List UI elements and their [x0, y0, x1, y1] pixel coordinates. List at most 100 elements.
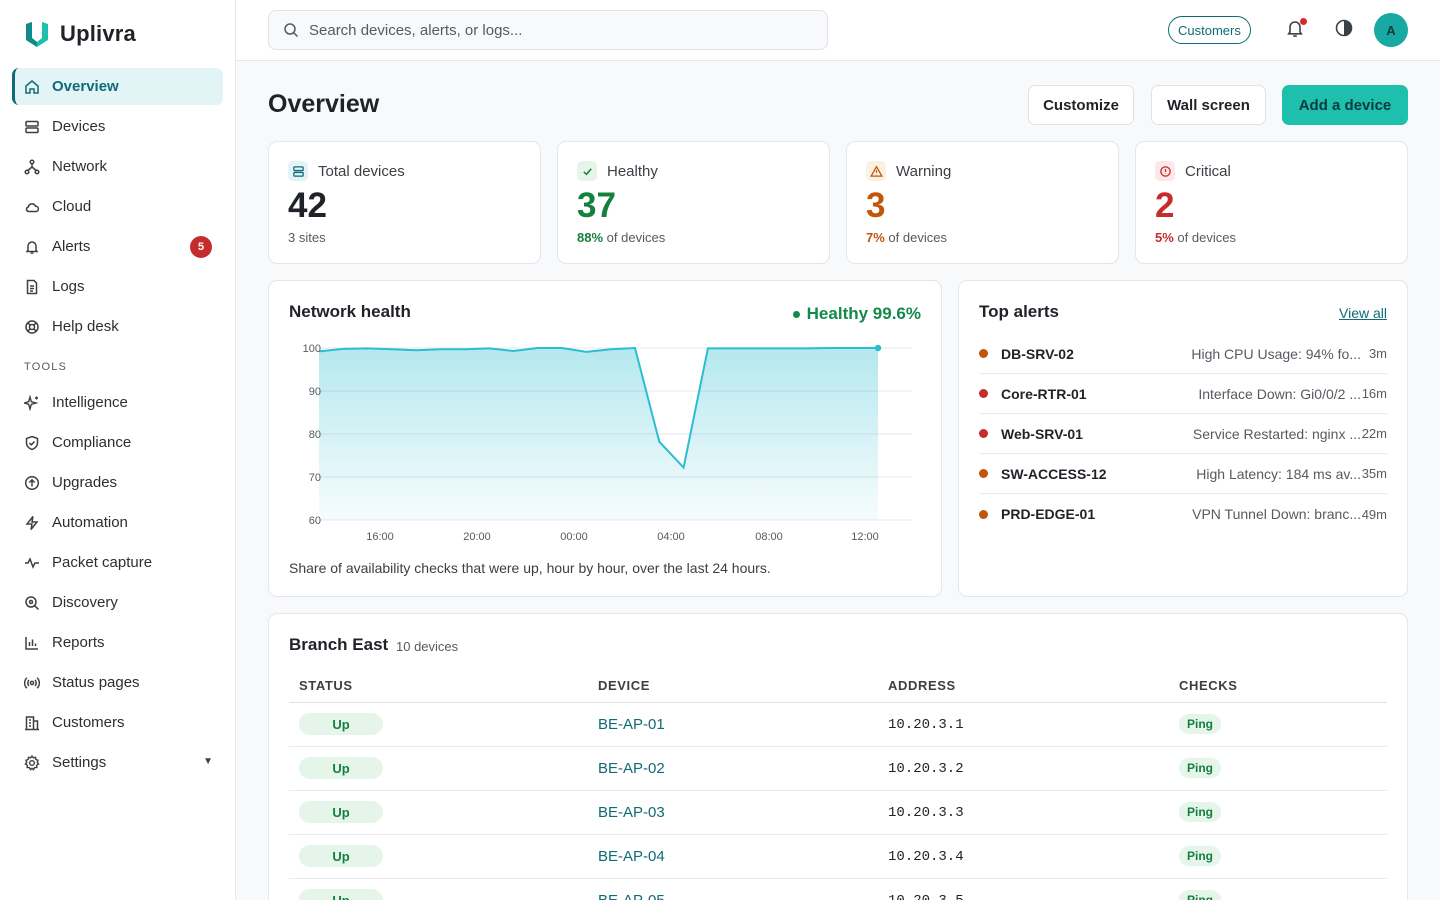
theme-toggle-button[interactable] [1334, 18, 1356, 40]
data-point[interactable] [874, 344, 882, 352]
activity-icon [24, 555, 40, 571]
sidebar-item-label: Discovery [52, 594, 118, 611]
device-address: 10.20.3.5 [888, 893, 964, 900]
alert-time: 35m [1361, 466, 1387, 481]
address-cell: 10.20.3.4 [878, 834, 1169, 879]
branch-title: Branch East [289, 635, 389, 654]
alert-device[interactable]: SW-ACCESS-12 [1001, 465, 1107, 482]
sidebar-item-help-desk[interactable]: Help desk [12, 308, 223, 345]
device-link[interactable]: BE-AP-02 [598, 759, 665, 777]
sidebar-item-packet-capture[interactable]: Packet capture [12, 544, 223, 581]
sidebar-item-settings[interactable]: Settings ▼ [12, 744, 223, 781]
wall-screen-button[interactable]: Wall screen [1151, 85, 1266, 125]
alerts-count-badge: 5 [190, 236, 212, 258]
check-icon [577, 161, 597, 181]
checks-cell: Ping [1169, 746, 1387, 791]
sidebar-item-devices[interactable]: Devices [12, 108, 223, 145]
table-row[interactable]: Up BE-AP-02 10.20.3.2 Ping [289, 746, 1387, 791]
chevron-down-icon[interactable]: ▼ [203, 756, 213, 767]
y-tick-label: 80 [309, 429, 321, 441]
device-link[interactable]: BE-AP-05 [598, 891, 665, 900]
customers-pill-button[interactable]: Customers [1168, 16, 1251, 44]
table-header-row: STATUS DEVICE ADDRESS CHECKS [289, 670, 1387, 703]
table-row[interactable]: Up BE-AP-03 10.20.3.3 Ping [289, 790, 1387, 835]
sidebar-item-alerts[interactable]: Alerts 5 [12, 228, 223, 265]
add-device-button[interactable]: Add a device [1282, 85, 1408, 125]
alert-message: Interface Down: Gi0/0/2 ... [1198, 385, 1361, 402]
shield-check-icon [24, 435, 40, 451]
table-row[interactable]: Up BE-AP-01 10.20.3.1 Ping [289, 702, 1387, 747]
alert-row[interactable]: SW-ACCESS-12 High Latency: 184 ms av... 35… [979, 454, 1387, 494]
device-link[interactable]: BE-AP-01 [598, 715, 665, 733]
uplivra-logo-icon [26, 22, 48, 47]
sidebar-item-reports[interactable]: Reports [12, 624, 223, 661]
stat-label: Critical [1155, 161, 1231, 181]
alert-row[interactable]: DB-SRV-02 High CPU Usage: 94% fo... 3m [979, 334, 1387, 374]
stat-value: 37 [577, 186, 616, 225]
table-row[interactable]: Up BE-AP-04 10.20.3.4 Ping [289, 834, 1387, 879]
device-link[interactable]: BE-AP-03 [598, 803, 665, 821]
checks-cell: Ping [1169, 702, 1387, 747]
sidebar-item-compliance[interactable]: Compliance [12, 424, 223, 461]
sidebar-item-label: Automation [52, 514, 128, 531]
table-row[interactable]: Up BE-AP-05 10.20.3.5 Ping [289, 878, 1387, 900]
sidebar-item-label: Network [52, 158, 108, 175]
column-header-checks[interactable]: CHECKS [1169, 670, 1387, 703]
alert-device[interactable]: Core-RTR-01 [1001, 385, 1087, 402]
sidebar-item-logs[interactable]: Logs [12, 268, 223, 305]
alert-time: 16m [1361, 386, 1387, 401]
sidebar-item-label: Alerts [52, 238, 91, 255]
gear-icon [24, 754, 40, 771]
stat-card-warning[interactable]: Warning 3 7% of devices [846, 141, 1119, 264]
sidebar-item-network[interactable]: Network [12, 148, 223, 185]
sidebar-item-discovery[interactable]: Discovery [12, 584, 223, 621]
cloud-icon [24, 199, 40, 215]
sidebar-item-overview[interactable]: Overview [12, 68, 223, 105]
alert-device[interactable]: DB-SRV-02 [1001, 345, 1074, 362]
topbar: Customers A [236, 0, 1440, 61]
y-tick-label: 90 [309, 386, 321, 398]
x-tick-label: 20:00 [463, 531, 491, 543]
column-header-device[interactable]: DEVICE [588, 670, 878, 703]
address-cell: 10.20.3.5 [878, 878, 1169, 900]
alert-time: 49m [1361, 506, 1387, 522]
alert-device[interactable]: Web-SRV-01 [1001, 425, 1083, 442]
customize-button[interactable]: Customize [1028, 85, 1134, 125]
alert-row[interactable]: Core-RTR-01 Interface Down: Gi0/0/2 ... 16… [979, 374, 1387, 414]
sidebar-item-intelligence[interactable]: Intelligence [12, 384, 223, 421]
status-badge: Up [299, 757, 383, 779]
search-box[interactable] [268, 10, 828, 50]
sidebar-item-upgrades[interactable]: Upgrades [12, 464, 223, 501]
stat-card-critical[interactable]: Critical 2 5% of devices [1135, 141, 1408, 264]
sidebar-item-automation[interactable]: Automation [12, 504, 223, 541]
sidebar-item-status-pages[interactable]: Status pages [12, 664, 223, 701]
stat-card-total-devices[interactable]: Total devices 42 3 sites [268, 141, 541, 264]
area-fill [319, 348, 878, 520]
alert-row[interactable]: Web-SRV-01 Service Restarted: nginx ... 22… [979, 414, 1387, 454]
sidebar-item-customers[interactable]: Customers [12, 704, 223, 741]
notifications-button[interactable] [1285, 18, 1307, 40]
lifebuoy-icon [24, 319, 40, 335]
stat-sub: 3 sites [288, 230, 326, 245]
avatar[interactable]: A [1374, 13, 1408, 47]
network-icon [24, 158, 40, 175]
stat-label: Healthy [577, 161, 658, 181]
device-cell: BE-AP-01 [588, 702, 878, 747]
status-cell: Up [289, 746, 588, 791]
alert-row[interactable]: PRD-EDGE-01 VPN Tunnel Down: branc... 49m [979, 494, 1387, 534]
view-all-alerts-link[interactable]: View all [1339, 305, 1387, 321]
x-tick-label: 16:00 [366, 531, 394, 543]
alert-device[interactable]: PRD-EDGE-01 [1001, 506, 1096, 522]
alert-severity-dot [979, 509, 988, 519]
search-zoom-icon [24, 595, 40, 611]
search-input[interactable] [309, 21, 809, 39]
sidebar-item-cloud[interactable]: Cloud [12, 188, 223, 225]
column-header-status[interactable]: STATUS [289, 670, 588, 703]
radio-icon [24, 675, 40, 691]
device-link[interactable]: BE-AP-04 [598, 847, 665, 865]
device-cell: BE-AP-04 [588, 834, 878, 879]
check-badge: Ping [1179, 714, 1221, 734]
column-header-address[interactable]: ADDRESS [878, 670, 1169, 703]
brand[interactable]: Uplivra [24, 20, 136, 48]
stat-card-healthy[interactable]: Healthy 37 88% of devices [557, 141, 830, 264]
